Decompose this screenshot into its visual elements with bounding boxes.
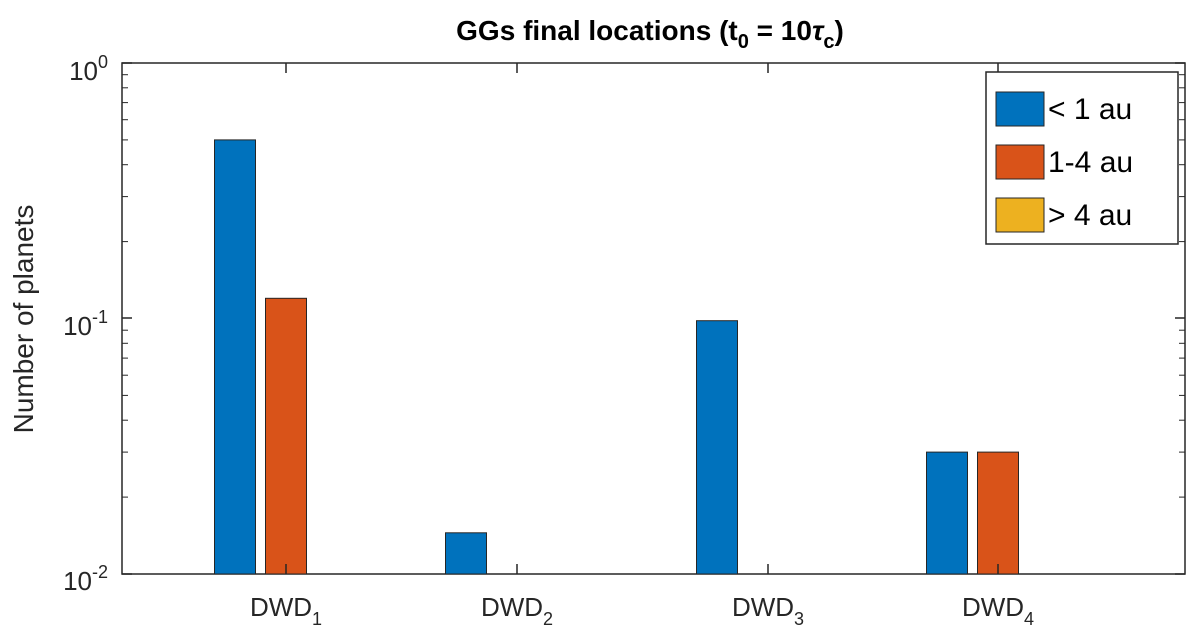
x-tick-label-3: DWD4: [962, 592, 1034, 629]
legend: < 1 au 1-4 au > 4 au: [985, 71, 1179, 245]
x-tick-label-0: DWD1: [250, 592, 322, 629]
bar-series1-cat3: [977, 451, 1019, 575]
legend-item-1: 1-4 au: [995, 144, 1133, 180]
bar-series0-cat0: [214, 139, 256, 575]
legend-label-2: > 4 au: [1048, 199, 1132, 232]
x-tick-1: DWD2: [481, 63, 553, 629]
legend-item-2: > 4 au: [995, 197, 1132, 233]
bars-group: [214, 139, 1019, 575]
y-tick-2: 10-2: [63, 562, 1185, 596]
y-tick-label-1: 10-1: [63, 307, 108, 341]
x-tick-0: DWD1: [250, 63, 322, 629]
x-tick-2: DWD3: [732, 63, 804, 629]
y-axis-label: Number of planets: [8, 205, 39, 434]
legend-label-1: 1-4 au: [1048, 146, 1133, 179]
y-minor-ticks: [122, 74, 1185, 498]
x-tick-3: DWD4: [962, 63, 1034, 629]
x-tick-label-1: DWD2: [481, 592, 553, 629]
legend-swatch-2: [995, 197, 1045, 233]
legend-swatch-0: [995, 91, 1045, 127]
y-tick-label-0: 100: [69, 52, 108, 86]
bar-series1-cat0: [265, 297, 307, 575]
legend-label-0: < 1 au: [1048, 93, 1132, 126]
y-tick-1: 10-1: [63, 307, 1185, 341]
legend-item-0: < 1 au: [995, 91, 1132, 127]
bar-series0-cat1: [445, 532, 487, 575]
chart-title: GGs final locations (t0 = 10τc): [456, 15, 844, 53]
legend-swatch-1: [995, 144, 1045, 180]
x-tick-label-2: DWD3: [732, 592, 804, 629]
y-tick-label-2: 10-2: [63, 562, 108, 596]
bar-series0-cat3: [926, 451, 968, 575]
bar-series0-cat2: [696, 320, 738, 575]
y-tick-0: 100: [69, 52, 1185, 86]
